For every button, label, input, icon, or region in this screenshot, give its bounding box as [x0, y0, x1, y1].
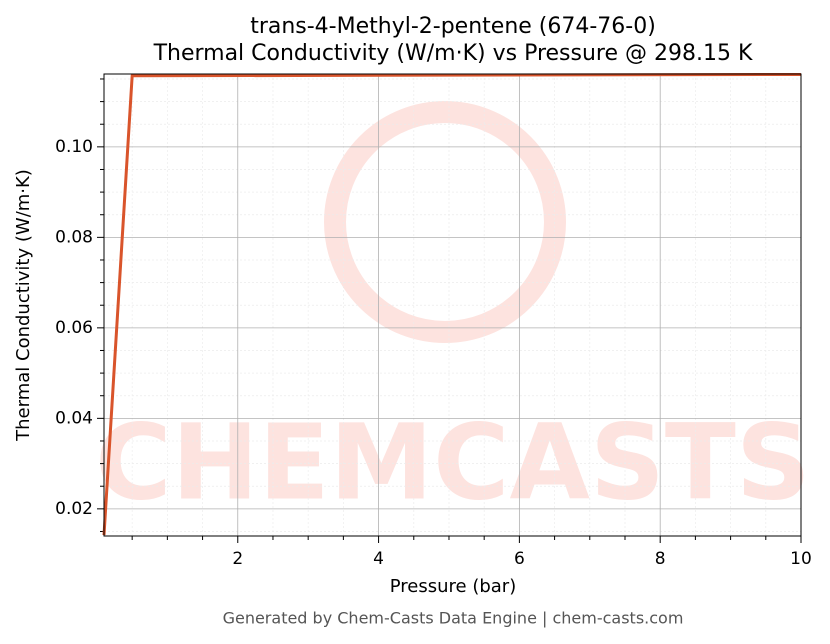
- footer: Generated by Chem-Casts Data Engine | ch…: [223, 609, 684, 628]
- watermark-logo: [324, 101, 566, 343]
- x-tick-label: 10: [790, 549, 812, 569]
- y-tick-label: 0.10: [55, 137, 93, 157]
- data-line: [102, 72, 802, 536]
- x-tick-label: 2: [232, 549, 243, 569]
- y-tick-label: 0.06: [55, 318, 93, 338]
- x-axis-label: Pressure (bar): [390, 576, 516, 597]
- y-tick-label: 0.04: [55, 408, 93, 428]
- watermark: CHEMCASTS: [95, 401, 810, 523]
- plot-frame: [103, 73, 802, 537]
- chart-title: trans-4-Methyl-2-pentene (674-76-0): [250, 14, 656, 39]
- x-tick-label: 6: [514, 549, 525, 569]
- y-axis-label: Thermal Conductivity (W/m·K): [13, 169, 34, 442]
- chart-subtitle: Thermal Conductivity (W/m·K) vs Pressure…: [153, 41, 753, 66]
- x-tick-label: 8: [655, 549, 666, 569]
- y-tick-label: 0.08: [55, 227, 93, 247]
- y-tick-label: 0.02: [55, 499, 93, 519]
- x-tick-label: 4: [373, 549, 384, 569]
